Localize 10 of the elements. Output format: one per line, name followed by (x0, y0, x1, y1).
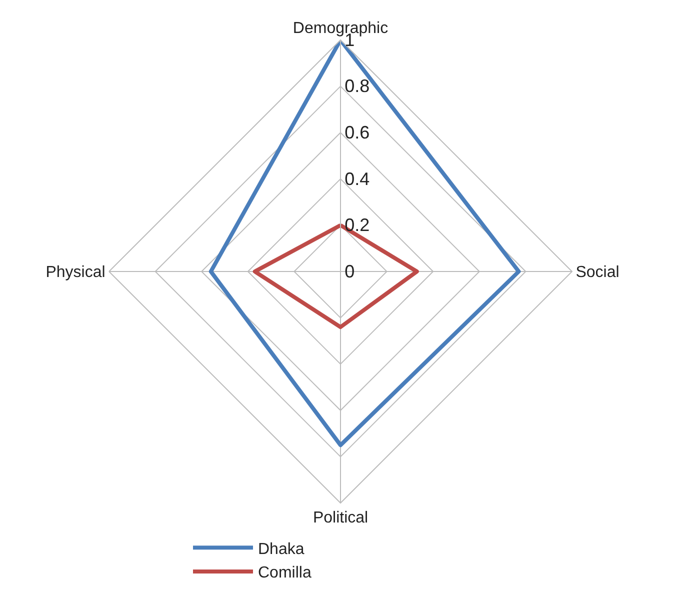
y-tick-label: 0.6 (344, 122, 370, 142)
spoke-label: Physical (46, 264, 106, 282)
y-tick-label: 0.2 (344, 215, 370, 236)
legend-label: Dhaka (258, 540, 304, 558)
y-tick-label: 0.8 (344, 76, 370, 96)
legend-label: Comilla (258, 564, 312, 582)
spoke-label: Political (312, 510, 368, 527)
y-tick-label: 0.4 (344, 168, 370, 189)
y-tick-label: 0 (344, 261, 355, 282)
spoke-label: Social (576, 264, 620, 282)
